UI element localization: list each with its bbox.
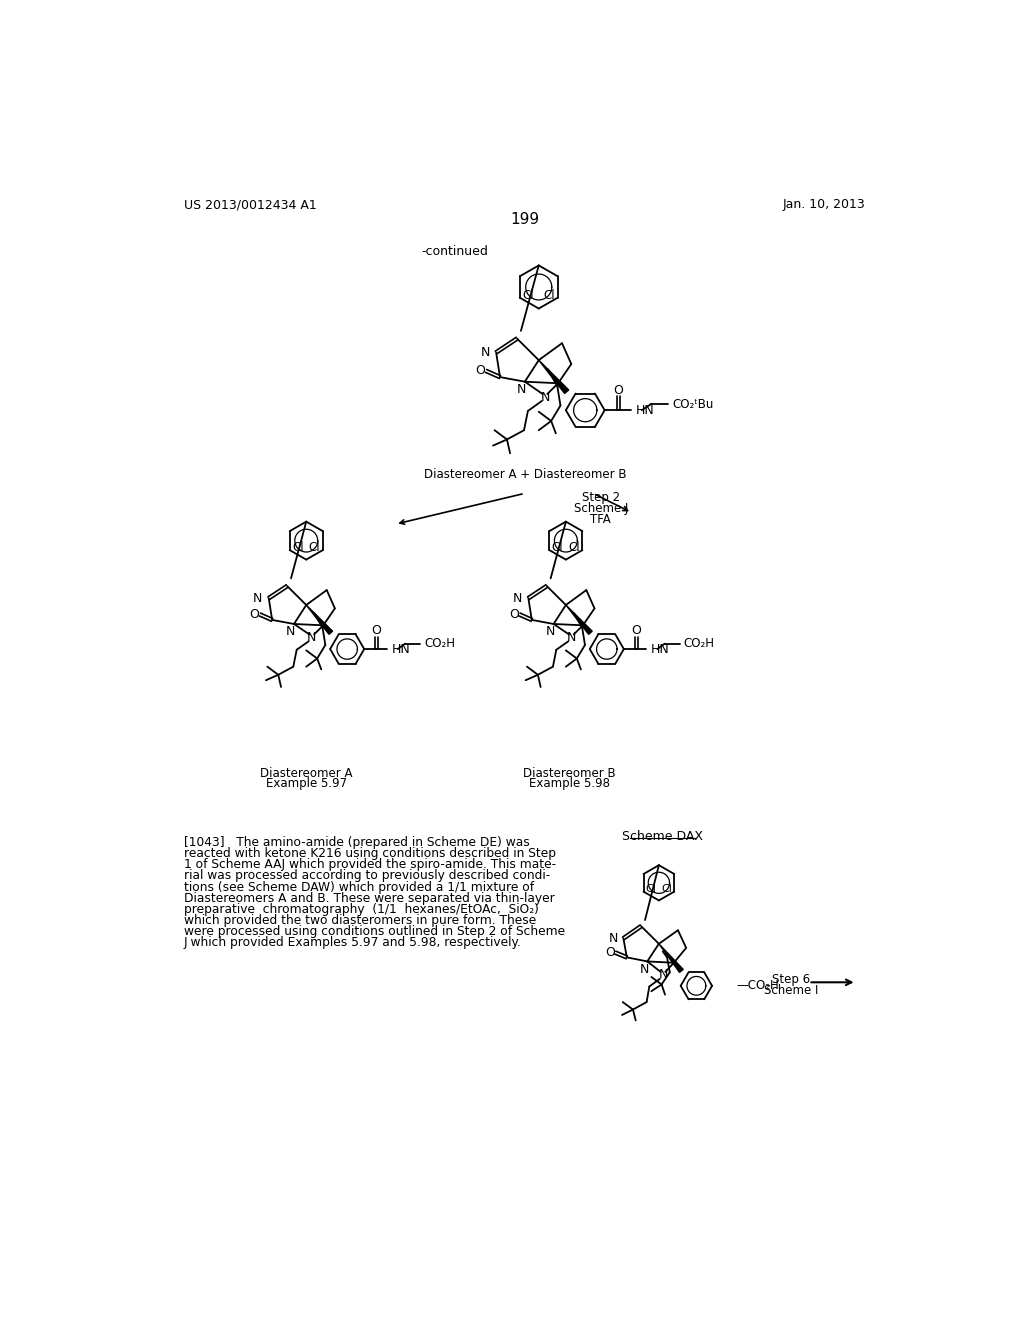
Text: Cl: Cl — [292, 541, 304, 554]
Text: rial was processed according to previously described condi-: rial was processed according to previous… — [183, 870, 550, 883]
Text: O: O — [250, 609, 259, 620]
Text: N: N — [640, 962, 649, 975]
Text: Diastereomer A: Diastereomer A — [260, 767, 352, 780]
Text: Scheme I: Scheme I — [764, 983, 818, 997]
Text: Scheme DAX: Scheme DAX — [623, 830, 703, 843]
Text: Example 5.98: Example 5.98 — [529, 777, 610, 791]
Polygon shape — [566, 605, 592, 635]
Text: TFA: TFA — [591, 512, 611, 525]
Text: HN: HN — [391, 643, 411, 656]
Text: Example 5.97: Example 5.97 — [265, 777, 347, 791]
Text: N: N — [566, 631, 577, 644]
Text: O: O — [631, 624, 641, 638]
Text: N: N — [253, 591, 262, 605]
Text: Diastereomer A + Diastereomer B: Diastereomer A + Diastereomer B — [424, 469, 626, 480]
Text: 1 of Scheme AAJ which provided the spiro-amide. This mate-: 1 of Scheme AAJ which provided the spiro… — [183, 858, 556, 871]
Polygon shape — [658, 944, 683, 973]
Text: Jan. 10, 2013: Jan. 10, 2013 — [783, 198, 866, 211]
Text: Cl: Cl — [646, 884, 656, 895]
Text: CO₂ᵗBu: CO₂ᵗBu — [672, 397, 714, 411]
Text: Cl: Cl — [662, 884, 672, 895]
Text: N: N — [513, 591, 522, 605]
Text: -continued: -continued — [421, 244, 487, 257]
Text: N: N — [286, 626, 296, 638]
Text: O: O — [509, 609, 519, 620]
Text: Cl: Cl — [522, 289, 534, 302]
Text: US 2013/0012434 A1: US 2013/0012434 A1 — [183, 198, 316, 211]
Text: N: N — [546, 626, 555, 638]
Text: N: N — [658, 969, 668, 982]
Text: 199: 199 — [510, 213, 540, 227]
Text: Scheme J: Scheme J — [573, 502, 628, 515]
Text: HN: HN — [651, 643, 670, 656]
Text: which provided the two diasteromers in pure form. These: which provided the two diasteromers in p… — [183, 915, 536, 927]
Text: tions (see Scheme DAW) which provided a 1/1 mixture of: tions (see Scheme DAW) which provided a … — [183, 880, 534, 894]
Text: Diastereomer B: Diastereomer B — [523, 767, 616, 780]
Text: O: O — [476, 364, 485, 378]
Text: Cl: Cl — [309, 541, 321, 554]
Text: Step 2: Step 2 — [582, 491, 620, 504]
Text: were processed using conditions outlined in Step 2 of Scheme: were processed using conditions outlined… — [183, 925, 565, 939]
Text: N: N — [517, 383, 526, 396]
Text: N: N — [307, 631, 316, 644]
Text: [1043]   The amino-amide (prepared in Scheme DE) was: [1043] The amino-amide (prepared in Sche… — [183, 836, 529, 849]
Text: Cl: Cl — [568, 541, 580, 554]
Text: —CO₂H: —CO₂H — [737, 979, 779, 993]
Text: N: N — [480, 346, 489, 359]
Polygon shape — [539, 360, 568, 393]
Text: O: O — [605, 946, 614, 960]
Text: HN: HN — [636, 404, 654, 417]
Text: O: O — [372, 624, 381, 638]
Text: J which provided Examples 5.97 and 5.98, respectively.: J which provided Examples 5.97 and 5.98,… — [183, 936, 521, 949]
Text: N: N — [541, 391, 550, 404]
Text: N: N — [608, 932, 618, 945]
Text: CO₂H: CO₂H — [684, 638, 715, 651]
Text: reacted with ketone K216 using conditions described in Step: reacted with ketone K216 using condition… — [183, 847, 556, 861]
Text: preparative  chromatography  (1/1  hexanes/EtOAc,  SiO₂): preparative chromatography (1/1 hexanes/… — [183, 903, 539, 916]
Text: Cl: Cl — [552, 541, 563, 554]
Text: O: O — [613, 384, 624, 397]
Text: CO₂H: CO₂H — [424, 638, 455, 651]
Text: Cl: Cl — [544, 289, 555, 302]
Text: Step 6: Step 6 — [772, 973, 810, 986]
Polygon shape — [306, 605, 333, 635]
Text: Diastereomers A and B. These were separated via thin-layer: Diastereomers A and B. These were separa… — [183, 892, 555, 904]
